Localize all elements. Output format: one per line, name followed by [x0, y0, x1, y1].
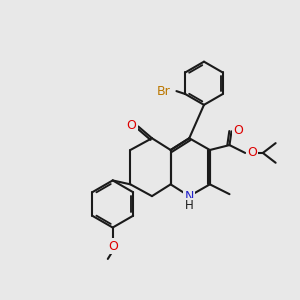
- Text: H: H: [185, 200, 194, 212]
- Text: Br: Br: [157, 85, 171, 98]
- Text: O: O: [108, 240, 118, 253]
- Text: O: O: [247, 146, 257, 159]
- Text: N: N: [184, 190, 194, 202]
- Text: O: O: [233, 124, 243, 137]
- Text: O: O: [126, 119, 136, 132]
